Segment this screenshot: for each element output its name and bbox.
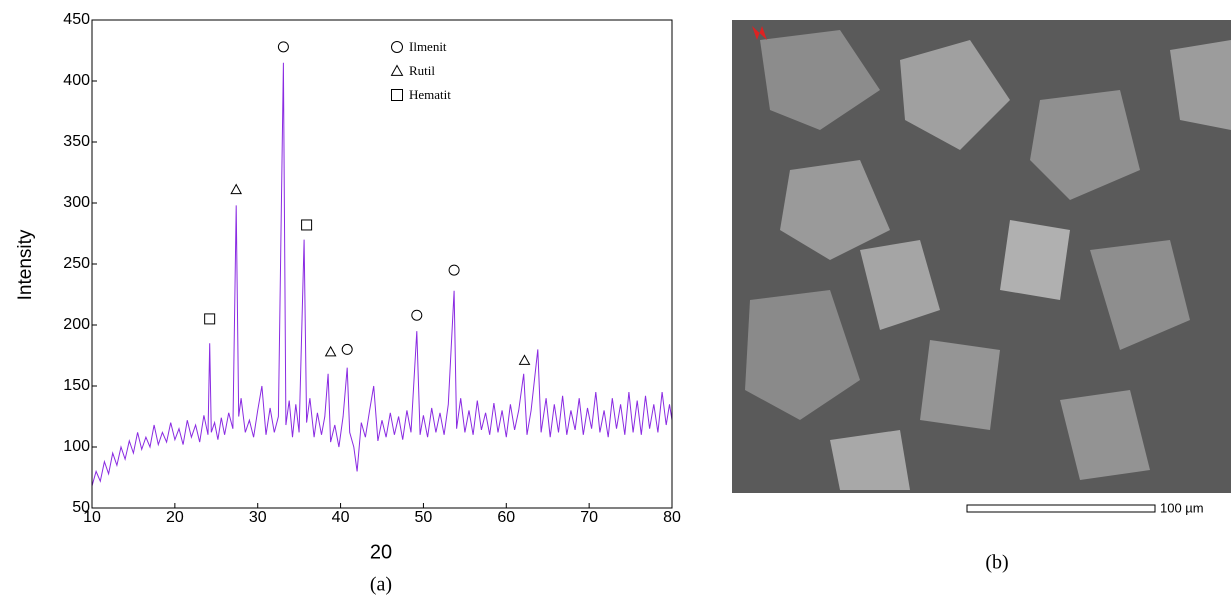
x-tick-label: 20 bbox=[166, 509, 184, 526]
legend-label: Rutil bbox=[409, 63, 435, 78]
y-tick-label: 250 bbox=[63, 255, 90, 272]
x-tick-label: 60 bbox=[497, 509, 515, 526]
y-tick-label: 350 bbox=[63, 133, 90, 150]
plot-frame bbox=[91, 19, 673, 509]
marker-circle bbox=[411, 309, 423, 321]
data-line bbox=[91, 62, 673, 487]
x-tick-label: 80 bbox=[663, 509, 681, 526]
marker-square bbox=[301, 219, 313, 231]
legend-label: Hematit bbox=[409, 87, 451, 102]
y-tick-label: 200 bbox=[63, 316, 90, 333]
legend-symbol bbox=[391, 41, 403, 53]
x-tick-label: 50 bbox=[415, 509, 433, 526]
marker-circle bbox=[448, 264, 460, 276]
legend-symbol bbox=[390, 64, 404, 76]
scale-bar-label: 100 µm bbox=[1160, 500, 1204, 515]
marker-square bbox=[204, 313, 216, 325]
marker-triangle bbox=[230, 183, 243, 195]
caption: (b) bbox=[985, 552, 1008, 574]
y-tick-label: 300 bbox=[63, 194, 90, 211]
x-tick-label: 30 bbox=[249, 509, 267, 526]
caption: (a) bbox=[370, 574, 392, 596]
y-tick-label: 450 bbox=[63, 11, 90, 28]
x-tick-label: 40 bbox=[332, 509, 350, 526]
x-axis-label: 20 bbox=[370, 541, 392, 563]
y-tick-label: 150 bbox=[63, 377, 90, 394]
marker-triangle bbox=[518, 354, 531, 365]
x-tick-label: 70 bbox=[580, 509, 598, 526]
y-axis-label: Intensity bbox=[15, 229, 36, 300]
marker-circle bbox=[341, 343, 353, 355]
scale-bar bbox=[966, 504, 1156, 513]
y-tick-label: 50 bbox=[72, 499, 90, 516]
legend-symbol bbox=[391, 89, 403, 101]
x-tick-label: 10 bbox=[83, 509, 101, 526]
sem-image bbox=[732, 20, 1231, 493]
marker-circle bbox=[277, 41, 289, 53]
legend-label: Ilmenit bbox=[409, 39, 447, 54]
y-tick-label: 400 bbox=[63, 72, 90, 89]
marker-triangle bbox=[324, 345, 337, 357]
y-tick-label: 100 bbox=[63, 438, 90, 455]
